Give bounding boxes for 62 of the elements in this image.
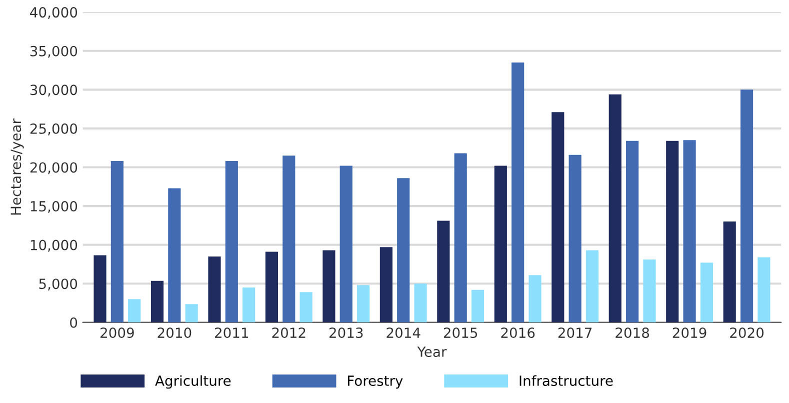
bar [454,153,467,322]
bar [758,257,770,322]
y-tick-label: 35,000 [30,46,78,58]
bar [723,222,736,322]
bar [265,252,278,322]
y-tick-label: 30,000 [30,84,78,97]
x-tick-label: 2013 [329,328,363,338]
bar [168,188,181,322]
x-tick-label: 2019 [672,328,706,338]
bar [552,112,564,322]
y-tick-label: 0 [70,317,78,328]
bar [380,247,392,322]
bar [185,304,198,322]
bar [494,166,507,322]
x-tick-label: 2010 [158,328,192,338]
bar [397,178,410,322]
bar [683,140,696,322]
x-tick-label: 2012 [272,328,306,338]
bar [643,260,656,322]
x-tick-label: 2015 [444,328,478,338]
x-tick-label: 2018 [616,328,650,338]
bar [700,262,713,322]
legend-label: Infrastructure [520,375,613,386]
bar [128,299,141,322]
bar [282,156,296,322]
x-tick-label: 2011 [215,328,248,338]
bar [300,292,312,322]
bar [528,275,542,322]
bar [471,290,484,322]
bar [586,250,599,322]
x-tick-label: 2020 [730,328,764,338]
x-axis-title: Year [417,346,447,358]
y-tick-label: 40,000 [30,7,78,19]
bar [242,287,256,322]
bar [357,285,370,322]
bar [568,154,582,322]
y-tick-label: 20,000 [30,162,78,174]
bar [322,250,336,322]
y-tick-label: 25,000 [30,123,78,136]
bar [512,62,524,322]
y-axis-title: Hectares/year [10,118,24,215]
bar [740,90,754,322]
y-tick-label: 5,000 [39,278,78,291]
legend-label: Forestry [348,376,403,389]
bar [626,140,639,322]
x-tick-label: 2014 [386,328,420,338]
bar [340,166,352,322]
x-tick-label: 2016 [501,328,535,338]
y-tick-label: 10,000 [30,240,78,252]
x-tick-label: 2017 [558,328,592,338]
x-tick-label: 2009 [100,328,134,338]
bar [150,280,164,322]
bar [437,220,450,322]
y-tick-label: 15,000 [30,201,78,213]
bar [608,94,622,322]
bar [666,140,679,322]
bar [225,161,238,322]
bar [414,284,427,322]
legend-label: Agriculture [155,375,231,389]
bar [110,161,124,322]
bar [208,256,221,322]
bar [94,255,106,322]
